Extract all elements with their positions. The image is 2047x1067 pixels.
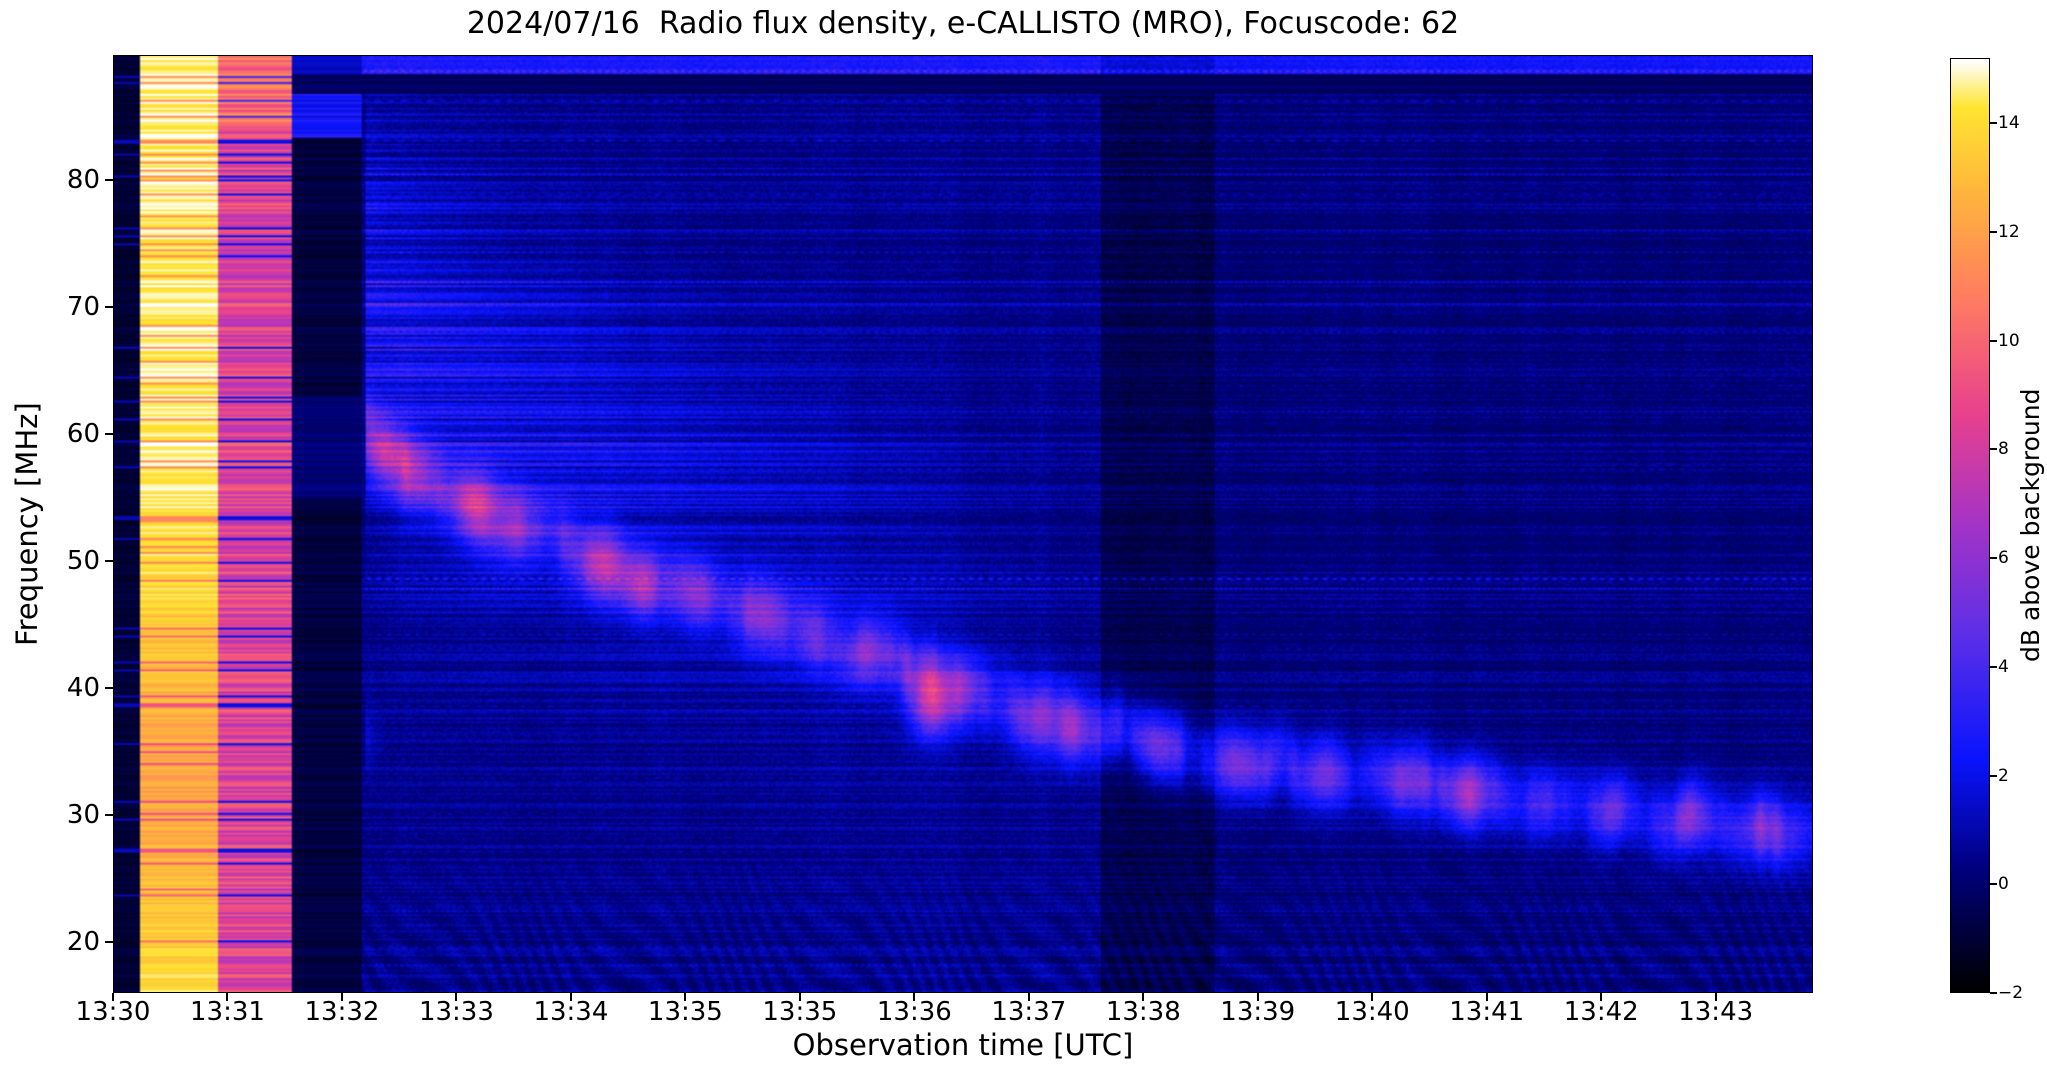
x-tick-mark [340,993,343,1001]
x-tick-label: 13:39 [1220,997,1296,1027]
colorbar-tick-mark [1990,774,1997,777]
y-tick-label: 70 [66,291,100,322]
x-tick-mark [455,993,458,1001]
colorbar [1950,58,1990,993]
colorbar-gradient [1951,59,1989,992]
y-tick-mark [105,941,113,944]
colorbar-tick-label: 12 [1998,221,2020,242]
x-tick-mark [798,993,801,1001]
y-tick-label: 20 [66,927,100,958]
y-axis-label: Frequency [MHz] [10,402,44,646]
colorbar-tick-label: 4 [1998,656,2009,677]
colorbar-tick-mark [1990,448,1997,451]
x-tick-label: 13:42 [1563,997,1639,1027]
x-tick-label: 13:40 [1334,997,1410,1027]
spectrogram-heatmap [114,56,1812,992]
x-tick-label: 13:34 [533,997,609,1027]
colorbar-tick-mark [1990,339,1997,342]
colorbar-tick-label: 8 [1998,439,2009,460]
colorbar-tick-label: 2 [1998,765,2009,786]
colorbar-tick-mark [1990,230,1997,233]
x-tick-mark [569,993,572,1001]
x-tick-mark [1027,993,1030,1001]
x-tick-mark [913,993,916,1001]
colorbar-tick-mark [1990,883,1997,886]
x-tick-label: 13:35 [647,997,723,1027]
colorbar-tick-label: −2 [1998,983,2024,1003]
chart-title: 2024/07/16 Radio flux density, e-CALLIST… [466,6,1460,41]
x-tick-mark [226,993,229,1001]
x-tick-mark [1142,993,1145,1001]
x-tick-label: 13:30 [75,997,151,1027]
x-tick-mark [1714,993,1717,1001]
x-axis-label: Observation time [UTC] [792,1028,1134,1062]
y-tick-label: 30 [66,800,100,831]
y-tick-mark [105,305,113,308]
x-tick-label: 13:35 [762,997,838,1027]
y-tick-mark [105,814,113,817]
x-tick-label: 13:33 [418,997,494,1027]
colorbar-tick-label: 0 [1998,874,2009,895]
y-tick-mark [105,559,113,562]
x-tick-label: 13:38 [1105,997,1181,1027]
x-tick-label: 13:37 [991,997,1067,1027]
y-tick-label: 50 [66,545,100,576]
colorbar-tick-mark [1990,557,1997,560]
y-tick-label: 60 [66,418,100,449]
y-tick-mark [105,178,113,181]
colorbar-tick-label: 6 [1998,548,2009,569]
x-tick-mark [1485,993,1488,1001]
x-tick-mark [112,993,114,1001]
colorbar-tick-label: 14 [1998,113,2020,134]
x-tick-mark [1256,993,1259,1001]
colorbar-tick-mark [1990,665,1997,668]
colorbar-tick-label: 10 [1998,330,2020,351]
colorbar-tick-mark [1990,992,1997,994]
colorbar-label: dB above background [2016,388,2045,663]
x-tick-label: 13:32 [304,997,380,1027]
x-tick-label: 13:41 [1449,997,1525,1027]
plot-area [113,55,1813,993]
y-tick-mark [105,432,113,435]
x-tick-label: 13:31 [190,997,265,1027]
x-tick-mark [684,993,687,1001]
y-tick-label: 40 [66,672,100,703]
x-tick-label: 13:43 [1678,997,1754,1027]
x-tick-mark [1371,993,1374,1001]
x-tick-label: 13:36 [876,997,952,1027]
y-tick-label: 80 [66,164,100,195]
y-tick-mark [105,686,113,689]
x-tick-mark [1600,993,1603,1001]
colorbar-tick-mark [1990,122,1997,125]
